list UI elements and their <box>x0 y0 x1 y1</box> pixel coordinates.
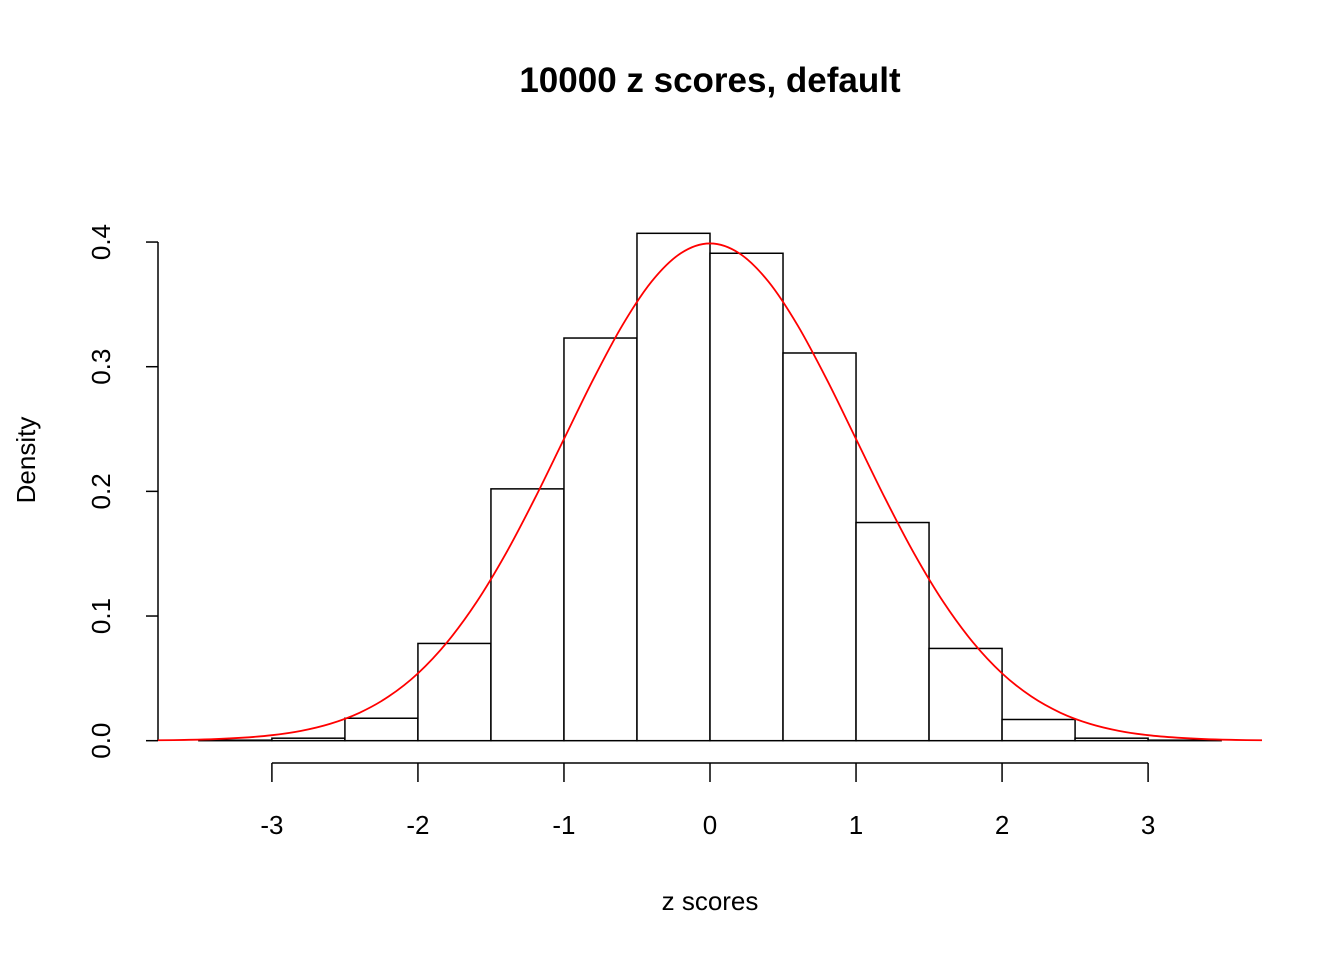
x-tick-label: 2 <box>995 810 1009 840</box>
y-tick-label: 0.2 <box>86 473 116 509</box>
histogram-bar <box>1074 737 1149 742</box>
histogram-bar <box>271 737 346 742</box>
y-tick-label: 0.1 <box>86 598 116 634</box>
histogram-bar <box>1001 718 1076 742</box>
histogram-bar <box>344 717 419 742</box>
histogram-bar <box>417 642 492 742</box>
x-tick-label: -1 <box>552 810 575 840</box>
x-tick-label: 3 <box>1141 810 1155 840</box>
histogram-bar <box>928 647 1003 742</box>
y-axis-label: Density <box>11 417 41 504</box>
x-tick-label: -2 <box>406 810 429 840</box>
x-tick-label: 0 <box>703 810 717 840</box>
chart-title: 10000 z scores, default <box>519 61 901 100</box>
density-curve <box>158 242 1262 742</box>
histogram-bar <box>709 252 784 742</box>
histogram-bar <box>636 232 711 742</box>
histogram-bar <box>782 352 857 742</box>
x-tick-label: 1 <box>849 810 863 840</box>
y-tick-label: 0.3 <box>86 349 116 385</box>
histogram-bar <box>563 337 638 742</box>
y-tick-label: 0.4 <box>86 224 116 260</box>
x-tick-label: -3 <box>260 810 283 840</box>
histogram-bar <box>490 488 565 742</box>
y-tick-label: 0.0 <box>86 723 116 759</box>
histogram-bar <box>855 521 930 742</box>
x-axis-label: z scores <box>662 886 759 916</box>
